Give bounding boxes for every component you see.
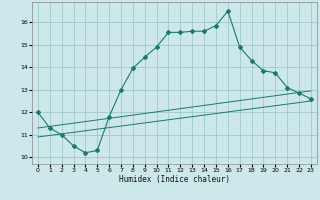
X-axis label: Humidex (Indice chaleur): Humidex (Indice chaleur) bbox=[119, 175, 230, 184]
